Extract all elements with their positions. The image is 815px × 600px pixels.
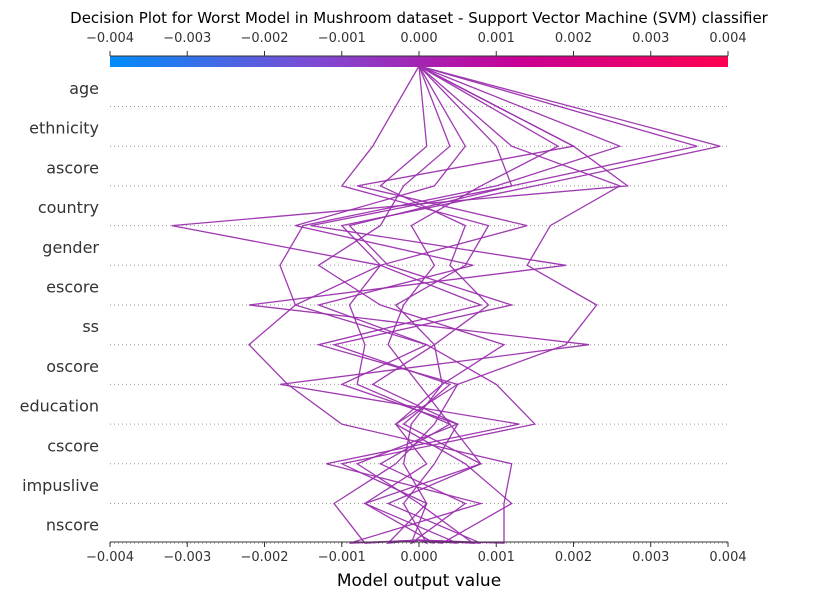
feature-label-nscore: nscore [46,516,99,535]
decision-line [248,65,698,544]
top-tick-label: 0.000 [400,31,437,46]
feature-label-ss: ss [82,317,99,336]
feature-label-education: education [20,397,99,416]
decision-lines [171,65,721,545]
decision-line [386,65,560,544]
chart-title: Decision Plot for Worst Model in Mushroo… [70,9,769,27]
top-tick-label: 0.004 [709,31,746,46]
bottom-tick-label: 0.002 [555,550,592,565]
decision-line [331,65,515,544]
bottom-tick-label: 0.003 [632,550,669,565]
top-tick-label: 0.001 [478,31,515,46]
top-tick-label: 0.003 [632,31,669,46]
top-tick-label: −0.004 [86,31,134,46]
top-tick-label: 0.002 [555,31,592,46]
top-axis: −0.004 −0.003 −0.002 −0.001 0.000 0.001 0.002 0… [86,31,747,56]
decision-line [348,65,576,544]
feature-label-ascore: ascore [46,158,99,177]
bottom-tick-label: −0.001 [318,550,366,565]
feature-labels: age ethnicity ascore country gender escore ss o… [20,79,100,535]
decision-line [248,65,622,544]
feature-label-ethnicity: ethnicity [29,119,99,138]
bottom-tick-label: 0.000 [400,550,437,565]
x-axis-label: Model output value [337,571,501,591]
feature-label-country: country [38,198,99,217]
feature-label-cscore: cscore [47,436,99,455]
bottom-tick-label: 0.004 [709,550,746,565]
decision-line [171,65,630,544]
top-tick-label: −0.001 [318,31,366,46]
top-tick-label: −0.002 [240,31,288,46]
feature-label-escore: escore [46,278,99,297]
feature-label-gender: gender [42,238,99,257]
colorbar [110,56,728,67]
top-tick-label: −0.003 [163,31,211,46]
feature-label-impuslive: impuslive [22,476,99,495]
decision-line [317,65,513,544]
bottom-tick-label: −0.002 [240,550,288,565]
bottom-tick-label: −0.004 [86,550,134,565]
feature-label-oscore: oscore [46,357,99,376]
feature-label-age: age [69,79,99,98]
bottom-tick-label: 0.001 [478,550,515,565]
bottom-tick-label: −0.003 [163,550,211,565]
bottom-axis: −0.004 −0.003 −0.002 −0.001 0.000 0.001 0.002 0… [86,542,747,565]
decision-line [333,65,622,544]
decision-line [340,65,490,545]
